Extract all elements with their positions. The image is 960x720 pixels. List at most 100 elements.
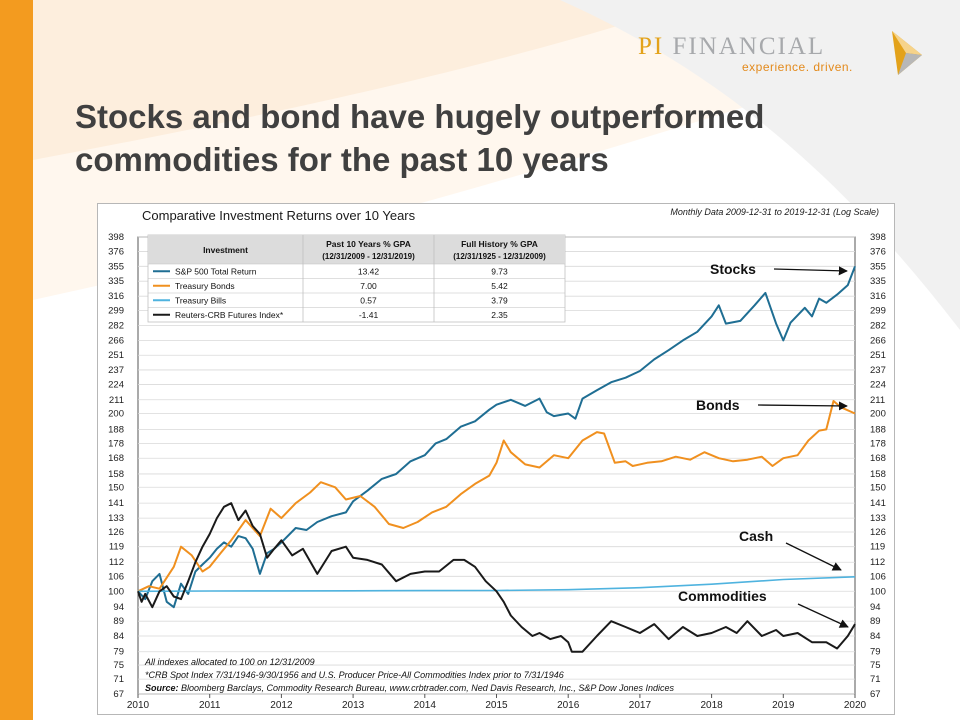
table-cell-full: 9.73: [491, 267, 508, 277]
y-tick-label-right: 251: [870, 350, 886, 361]
x-tick-label: 2010: [127, 700, 150, 711]
y-tick-label-right: 398: [870, 232, 886, 243]
footnote: All indexes allocated to 100 on 12/31/20…: [144, 657, 315, 667]
y-tick-label-left: 237: [108, 365, 124, 376]
y-tick-label-left: 282: [108, 320, 124, 331]
y-tick-label-right: 211: [870, 395, 885, 406]
annotation-arrow: [785, 542, 842, 571]
y-tick-label-right: 168: [870, 453, 886, 464]
y-tick-label-left: 75: [113, 660, 124, 671]
logo-arrow-icon: [892, 31, 922, 75]
y-tick-label-left: 67: [113, 689, 124, 700]
y-tick-label-right: 316: [870, 291, 886, 302]
y-tick-label-right: 376: [870, 247, 886, 258]
y-tick-label-left: 71: [113, 674, 124, 685]
y-tick-label-left: 188: [108, 424, 124, 435]
table-cell-full: 2.35: [491, 310, 508, 320]
chart-subtitle: Monthly Data 2009-12-31 to 2019-12-31 (L…: [670, 207, 879, 217]
footnote: *CRB Spot Index 7/31/1946-9/30/1956 and …: [145, 670, 564, 680]
y-tick-label-left: 106: [108, 571, 124, 582]
y-tick-label-left: 94: [113, 602, 124, 613]
series-line-2: [137, 400, 856, 593]
annotation-arrow: [797, 603, 849, 628]
y-tick-label-left: 178: [108, 438, 124, 449]
y-tick-label-right: 133: [870, 513, 886, 524]
y-tick-label-left: 168: [108, 453, 124, 464]
y-tick-label-right: 75: [870, 660, 881, 671]
y-tick-label-right: 112: [870, 557, 885, 568]
y-tick-label-right: 282: [870, 320, 886, 331]
chart-panel: Comparative Investment Returns over 10 Y…: [97, 203, 895, 715]
series-line-4: [137, 502, 856, 653]
y-tick-label-right: 89: [870, 616, 881, 627]
x-tick-label: 2017: [629, 700, 652, 711]
y-tick-label-right: 126: [870, 527, 886, 538]
y-tick-label-right: 224: [870, 379, 886, 390]
y-tick-label-right: 158: [870, 469, 886, 480]
y-tick-label-right: 299: [870, 305, 886, 316]
table-cell-past10: -1.41: [359, 310, 379, 320]
table-header: Investment: [203, 245, 248, 255]
y-tick-label-left: 84: [113, 631, 124, 642]
y-tick-label-left: 316: [108, 291, 124, 302]
x-tick-label: 2016: [557, 700, 580, 711]
annotation-arrow: [757, 401, 848, 411]
x-tick-label: 2018: [700, 700, 723, 711]
x-tick-label: 2013: [342, 700, 365, 711]
y-tick-label-left: 126: [108, 527, 124, 538]
y-tick-label-left: 224: [108, 379, 124, 390]
table-header: Full History % GPA: [461, 239, 538, 249]
x-tick-label: 2014: [414, 700, 437, 711]
chart-title: Comparative Investment Returns over 10 Y…: [142, 208, 416, 223]
y-tick-label-left: 376: [108, 247, 124, 258]
table-cell-past10: 7.00: [360, 281, 377, 291]
y-tick-label-left: 100: [108, 586, 124, 597]
annotation-label: Stocks: [710, 261, 756, 277]
y-tick-label-left: 398: [108, 232, 124, 243]
y-tick-label-right: 178: [870, 438, 886, 449]
table-subheader: (12/31/1925 - 12/31/2009): [453, 252, 546, 261]
y-tick-label-left: 141: [108, 498, 124, 509]
y-tick-label-right: 266: [870, 335, 886, 346]
x-tick-label: 2020: [844, 700, 867, 711]
y-tick-label-right: 106: [870, 571, 886, 582]
table-cell-past10: 0.57: [360, 296, 377, 306]
table-cell-name: Treasury Bills: [175, 296, 226, 306]
x-tick-label: 2012: [270, 700, 293, 711]
y-tick-label-right: 84: [870, 631, 881, 642]
table-cell-past10: 13.42: [358, 267, 380, 277]
chart: Comparative Investment Returns over 10 Y…: [108, 207, 886, 711]
y-tick-label-right: 237: [870, 365, 886, 376]
x-tick-label: 2011: [199, 700, 221, 711]
y-tick-label-right: 188: [870, 424, 886, 435]
logo-wordmark: PI FINANCIAL: [638, 33, 826, 60]
y-tick-label-left: 335: [108, 276, 124, 287]
y-tick-label-right: 94: [870, 602, 881, 613]
annotation-label: Cash: [739, 528, 773, 544]
table-header: Past 10 Years % GPA: [326, 239, 411, 249]
y-tick-label-left: 299: [108, 305, 124, 316]
y-tick-label-right: 200: [870, 408, 886, 419]
y-tick-label-left: 211: [109, 395, 124, 406]
y-tick-label-left: 355: [108, 261, 124, 272]
table-cell-full: 5.42: [491, 281, 508, 291]
y-tick-label-right: 71: [870, 674, 881, 685]
y-tick-label-right: 119: [870, 542, 885, 553]
y-tick-label-right: 335: [870, 276, 886, 287]
table-cell-name: Treasury Bonds: [175, 281, 235, 291]
series-line-1: [137, 265, 856, 609]
y-tick-label-right: 355: [870, 261, 886, 272]
logo: PI FINANCIAL experience. driven.: [638, 31, 938, 83]
annotation-label: Commodities: [678, 588, 767, 604]
slide-title: Stocks and bond have hugely outperformed…: [75, 98, 765, 178]
table-subheader: (12/31/2009 - 12/31/2019): [322, 252, 415, 261]
table-cell-name: S&P 500 Total Return: [175, 267, 257, 277]
y-tick-label-left: 119: [109, 542, 124, 553]
y-tick-label-left: 79: [113, 647, 124, 658]
y-tick-label-left: 251: [108, 350, 124, 361]
x-tick-label: 2019: [772, 700, 795, 711]
annotation-label: Bonds: [696, 397, 740, 413]
x-tick-label: 2015: [485, 700, 508, 711]
accent-bar: [0, 0, 33, 720]
y-tick-label-left: 200: [108, 408, 124, 419]
